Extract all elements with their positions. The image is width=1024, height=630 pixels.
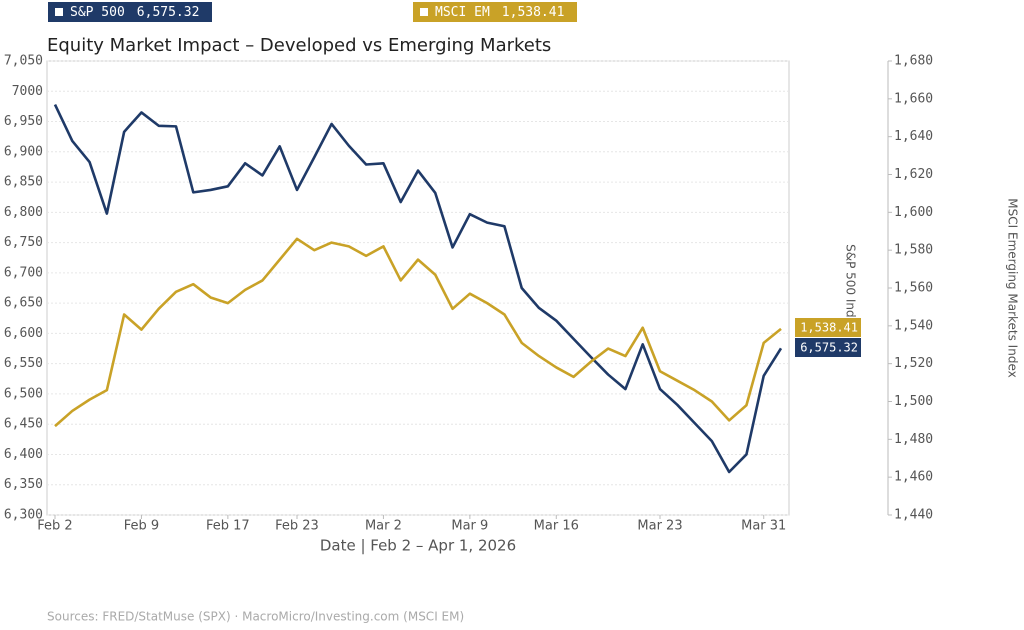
y2-tick-label: 1,620: [894, 167, 933, 182]
legend-badge: [413, 2, 577, 22]
value-tag: [795, 318, 861, 337]
y-tick-label: 6,450: [4, 417, 43, 432]
legend-entry: MSCI EM 1,538.41: [435, 5, 564, 20]
chart-title: Equity Market Impact – Developed vs Emer…: [47, 35, 551, 56]
series-line: [53, 104, 783, 474]
x-tick-label: Mar 16: [534, 519, 579, 534]
y2-tick-label: 1,500: [894, 394, 933, 409]
legend-name: S&P 500: [70, 5, 125, 20]
y2-tick-label: 1,660: [894, 91, 933, 106]
legend-badge: [48, 2, 212, 22]
y-tick-label: 6,300: [4, 508, 43, 523]
source-note: Sources: FRED/StatMuse (SPX) · MacroMicr…: [47, 610, 464, 624]
legend-name: MSCI EM: [435, 5, 490, 20]
x-tick-label: Feb 17: [206, 519, 250, 534]
legend-value: 1,538.41: [502, 5, 565, 20]
y2-tick-label: 1,520: [894, 356, 933, 371]
y2-axis-label: MSCI Emerging Markets Index: [1006, 198, 1020, 377]
y2-tick-label: 1,440: [894, 508, 933, 523]
y-tick-label: 6,650: [4, 296, 43, 311]
value-tag-label: 1,538.41: [800, 321, 858, 335]
y2-tick-label: 1,560: [894, 281, 933, 296]
legend-value: 6,575.32: [137, 5, 200, 20]
legend-swatch: [55, 8, 63, 16]
x-tick-label: Feb 9: [124, 519, 159, 534]
y-tick-label: 6,900: [4, 144, 43, 159]
value-tag: [795, 338, 861, 357]
y-tick-label: 6,750: [4, 235, 43, 250]
x-tick-label: Mar 23: [637, 519, 682, 534]
x-tick-label: Feb 23: [275, 519, 319, 534]
y2-tick-label: 1,680: [894, 54, 933, 69]
y-tick-label: 6,850: [4, 175, 43, 190]
plot-frame: [46, 60, 790, 516]
x-tick-label: Mar 2: [365, 519, 402, 534]
legend-entry: S&P 500 6,575.32: [70, 5, 199, 20]
series-line: [54, 237, 782, 428]
legend-swatch: [420, 8, 428, 16]
x-tick-label: Mar 31: [741, 519, 786, 534]
y-tick-label: 6,350: [4, 477, 43, 492]
y-tick-label: 6,600: [4, 326, 43, 341]
y-tick-label: 6,950: [4, 114, 43, 129]
value-tag-label: 6,575.32: [800, 341, 858, 355]
y2-tick-label: 1,480: [894, 432, 933, 447]
y2-tick-label: 1,600: [894, 205, 933, 220]
x-tick-label: Feb 2: [37, 519, 72, 534]
y-tick-label: 6,400: [4, 447, 43, 462]
y-tick-label: 6,500: [4, 386, 43, 401]
y-tick-label: 7,050: [4, 54, 43, 69]
y2-tick-label: 1,640: [894, 129, 933, 144]
x-tick-label: Mar 9: [451, 519, 488, 534]
y2-tick-label: 1,460: [894, 470, 933, 485]
y2-tick-label: 1,540: [894, 318, 933, 333]
y-tick-label: 6,550: [4, 356, 43, 371]
y-tick-label: 6,700: [4, 265, 43, 280]
y2-tick-label: 1,580: [894, 243, 933, 258]
y-tick-label: 6,800: [4, 205, 43, 220]
y-axis-label: S&P 500 Index: [844, 244, 858, 332]
x-axis-label: Date | Feb 2 – Apr 1, 2026: [320, 537, 516, 555]
y-tick-label: 7000: [12, 84, 43, 99]
